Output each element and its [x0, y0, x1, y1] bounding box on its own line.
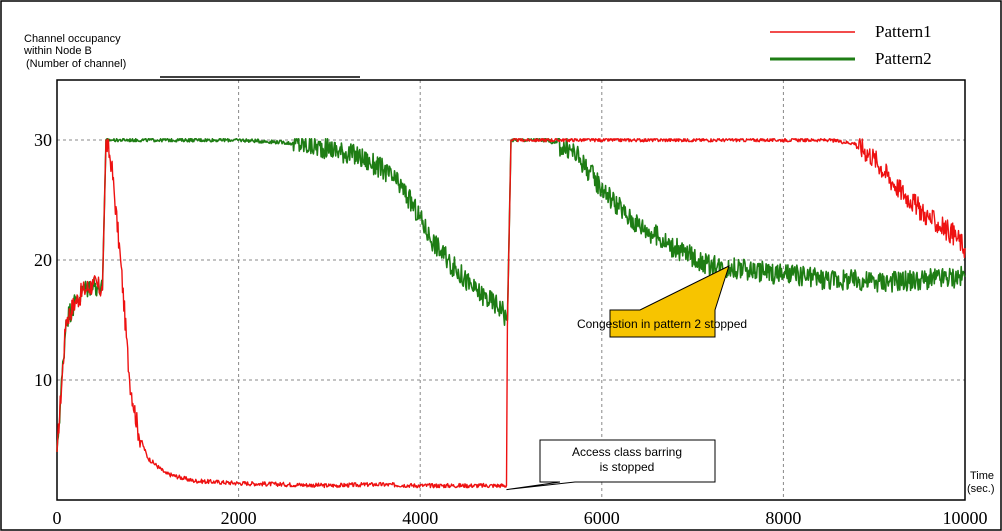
y-axis-label-line-2: within Node B [23, 45, 92, 57]
plot-area-border [56, 79, 966, 501]
callout-barring-stopped [506, 439, 716, 491]
series-lines [56, 138, 966, 489]
x-tick-label: 6000 [584, 508, 620, 528]
callout-congestion-stopped-text: Congestion in pattern 2 stopped [577, 317, 747, 331]
legend: Pattern1 Pattern2 [770, 22, 932, 68]
y-axis-label-line-1: Channel occupancy [24, 33, 121, 45]
y-tick-label: 20 [34, 250, 52, 270]
callout-barring-stopped-line-1: Access class barring [572, 445, 682, 459]
callout-congestion-stopped [609, 265, 730, 338]
x-tick-label: 10000 [943, 508, 988, 528]
callout-barring-stopped-line-2: is stopped [600, 460, 655, 474]
tick-labels: 0 2000 4000 6000 8000 10000 10 20 30 [34, 130, 988, 528]
x-tick-label: 4000 [402, 508, 438, 528]
series-line-Pattern1 [56, 138, 966, 489]
y-axis-label-line-3: (Number of channel) [26, 58, 126, 70]
annotations: Congestion in pattern 2 stopped Access cl… [506, 265, 747, 491]
legend-label-Pattern1: Pattern1 [875, 22, 932, 41]
y-tick-label: 30 [34, 130, 52, 150]
x-tick-label: 0 [53, 508, 62, 528]
legend-label-Pattern2: Pattern2 [875, 49, 932, 68]
y-tick-label: 10 [34, 370, 52, 390]
x-tick-label: 2000 [221, 508, 257, 528]
x-tick-label: 8000 [765, 508, 801, 528]
series-line-Pattern2 [56, 138, 966, 453]
x-axis-unit-line-1: Time [970, 470, 994, 482]
x-axis-unit-line-2: (sec.) [967, 483, 995, 495]
